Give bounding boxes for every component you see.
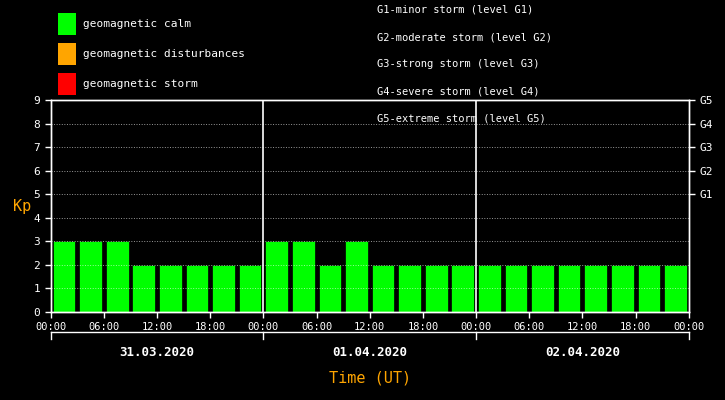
Bar [531,265,554,312]
Bar [452,265,474,312]
Text: 01.04.2020: 01.04.2020 [332,346,407,359]
Text: G4-severe storm (level G4): G4-severe storm (level G4) [377,87,539,97]
Bar [345,241,368,312]
Bar [584,265,607,312]
Text: 31.03.2020: 31.03.2020 [120,346,194,359]
Bar [611,265,634,312]
Bar [265,241,288,312]
Text: geomagnetic storm: geomagnetic storm [83,79,198,89]
Text: G1-minor storm (level G1): G1-minor storm (level G1) [377,5,534,15]
Bar [637,265,660,312]
Text: Time (UT): Time (UT) [328,370,411,386]
Bar [558,265,581,312]
Y-axis label: Kp: Kp [13,198,32,214]
Bar [292,241,315,312]
Bar [106,241,128,312]
Bar [133,265,155,312]
Text: geomagnetic calm: geomagnetic calm [83,19,191,29]
Bar [478,265,501,312]
Bar [53,241,75,312]
Text: G3-strong storm (level G3): G3-strong storm (level G3) [377,60,539,70]
Bar [664,265,687,312]
Bar [398,265,421,312]
Bar [505,265,527,312]
Bar [425,265,447,312]
Bar [212,265,235,312]
Text: 02.04.2020: 02.04.2020 [545,346,620,359]
Text: G2-moderate storm (level G2): G2-moderate storm (level G2) [377,32,552,42]
Bar [79,241,102,312]
Text: G5-extreme storm (level G5): G5-extreme storm (level G5) [377,114,546,124]
Bar [159,265,182,312]
Bar [239,265,262,312]
Bar [186,265,208,312]
Bar [318,265,341,312]
Bar [372,265,394,312]
Text: geomagnetic disturbances: geomagnetic disturbances [83,49,245,59]
